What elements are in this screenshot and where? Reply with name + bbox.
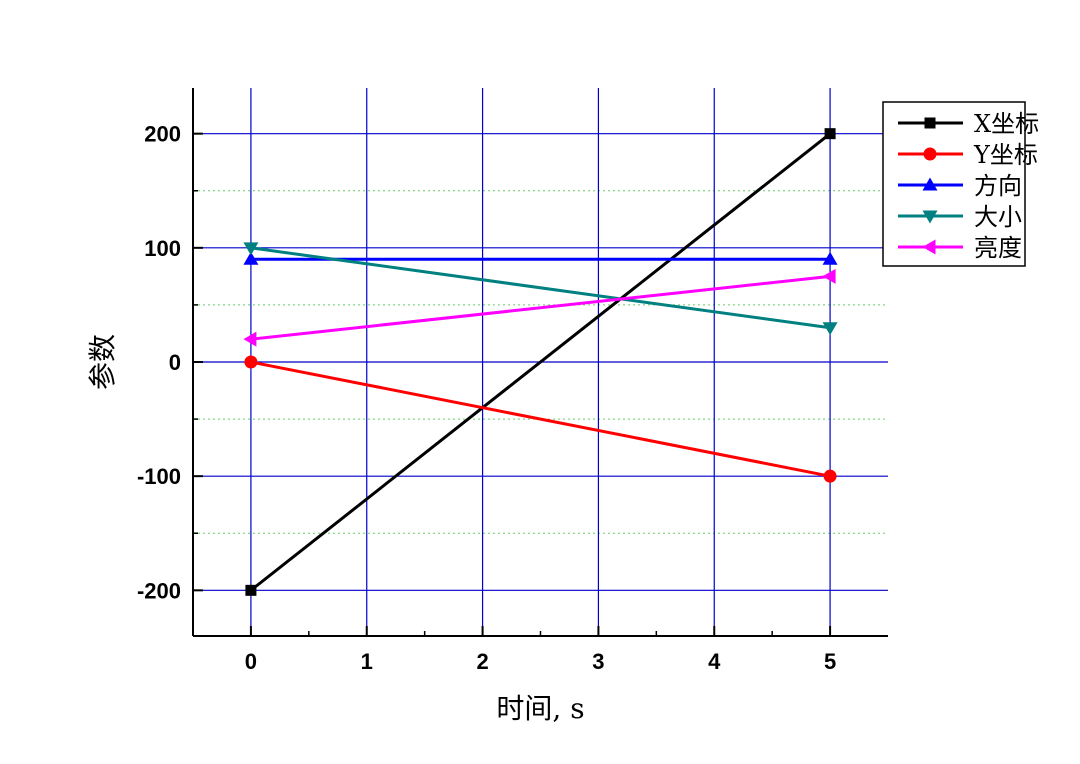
series-line bbox=[250, 360, 831, 478]
x-tick-label: 2 bbox=[476, 649, 488, 674]
legend-label: Y坐标 bbox=[973, 141, 1038, 169]
y-tick-label: 0 bbox=[169, 350, 181, 375]
data-point bbox=[822, 322, 838, 336]
series-0 bbox=[245, 128, 836, 596]
y-tick-label: -200 bbox=[137, 578, 181, 603]
axes bbox=[192, 88, 888, 637]
legend-item: 方向 bbox=[898, 172, 1022, 200]
data-point bbox=[243, 242, 259, 256]
series-line bbox=[250, 246, 831, 330]
legend-item: X坐标 bbox=[898, 110, 1039, 138]
legend-marker bbox=[922, 210, 938, 224]
x-tick-label: 1 bbox=[361, 649, 373, 674]
legend-marker bbox=[923, 147, 937, 161]
tick-labels: 0 1 2 3 4 5 -200 -100 0 100 200 bbox=[137, 122, 836, 674]
x-tick-label: 3 bbox=[592, 649, 604, 674]
y-tick-label: -100 bbox=[137, 464, 181, 489]
data-point bbox=[824, 128, 836, 140]
legend-item: 大小 bbox=[898, 203, 1022, 231]
legend-label: 方向 bbox=[974, 172, 1022, 200]
x-tick-label: 5 bbox=[824, 649, 836, 674]
legend-label: X坐标 bbox=[974, 110, 1039, 138]
series-line bbox=[249, 132, 832, 592]
y-axis-title: 参数 bbox=[86, 334, 119, 390]
data-point bbox=[243, 251, 259, 265]
x-tick-label: 4 bbox=[708, 649, 721, 674]
data-point bbox=[822, 268, 836, 284]
series-1 bbox=[244, 355, 837, 483]
data-point bbox=[244, 355, 258, 369]
legend-marker bbox=[922, 177, 938, 191]
series-line bbox=[250, 274, 831, 341]
x-tick-label: 0 bbox=[245, 649, 257, 674]
data-point bbox=[822, 251, 838, 265]
y-tick-label: 100 bbox=[144, 236, 181, 261]
x-axis-title: 时间, s bbox=[496, 692, 584, 725]
legend-marker bbox=[924, 117, 936, 129]
legend-item: Y坐标 bbox=[898, 141, 1038, 169]
data-point bbox=[823, 469, 837, 483]
legend-label: 亮度 bbox=[974, 234, 1022, 262]
data-point bbox=[243, 331, 257, 347]
legend-item: 亮度 bbox=[898, 234, 1022, 262]
series-group bbox=[243, 128, 838, 596]
data-point bbox=[245, 584, 257, 596]
legend-label: 大小 bbox=[974, 203, 1022, 231]
y-tick-label: 200 bbox=[144, 122, 181, 147]
series-2 bbox=[243, 251, 838, 265]
series-3 bbox=[243, 242, 838, 336]
legend-marker bbox=[922, 239, 936, 255]
series-4 bbox=[243, 268, 836, 347]
